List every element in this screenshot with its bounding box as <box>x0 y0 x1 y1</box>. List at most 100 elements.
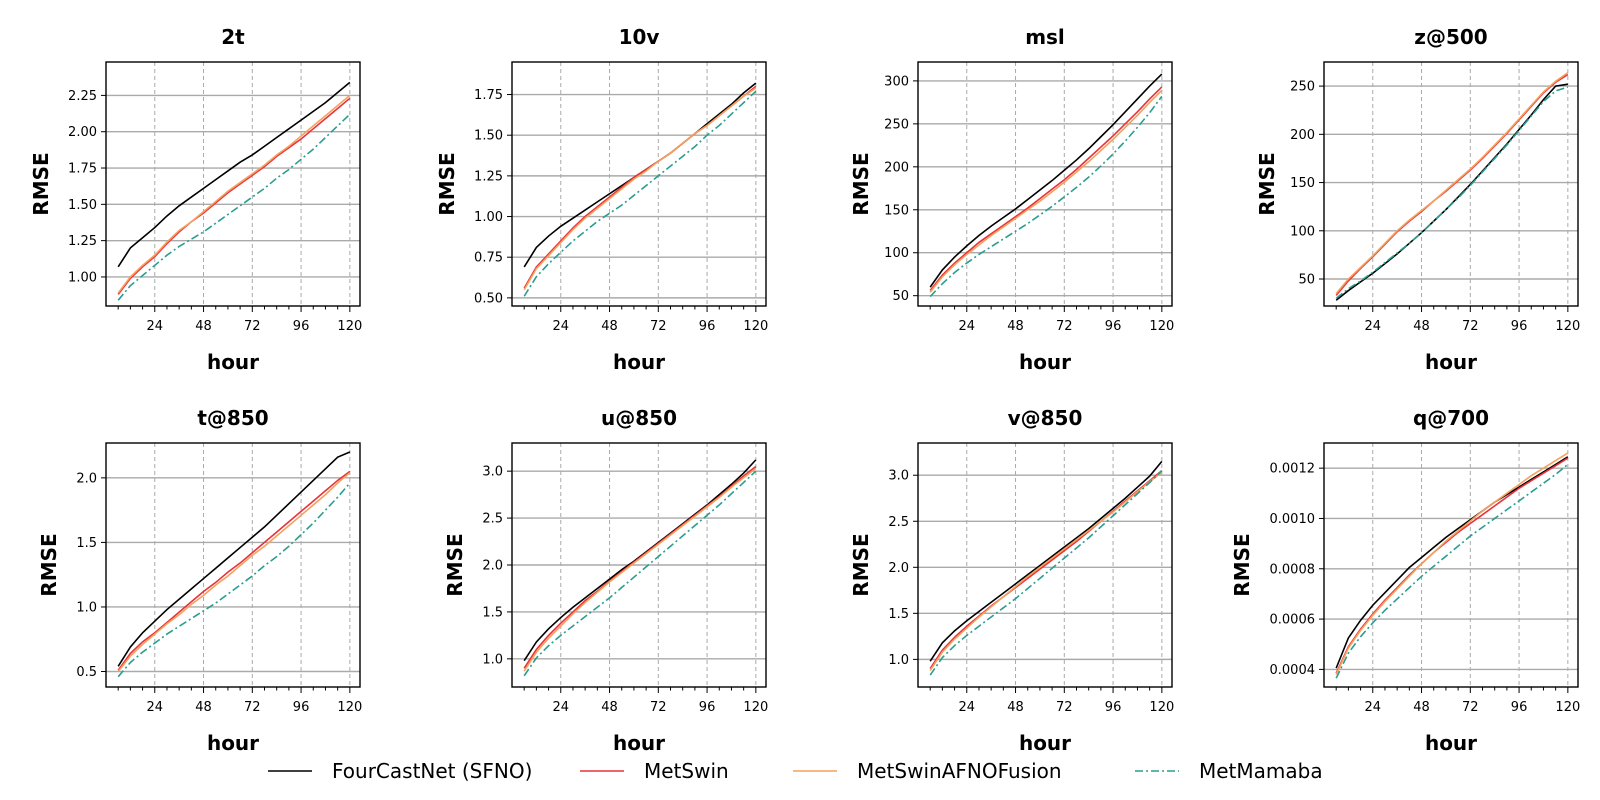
y-tick-label: 0.0004 <box>1270 663 1316 678</box>
panel-2t: 1.00 1.25 1.50 1.75 2.00 2.25 24 48 72 96 120 2t hou… <box>29 25 362 374</box>
panel-title: v@850 <box>1008 406 1083 430</box>
y-tick-label: 1.00 <box>474 210 503 225</box>
x-tick-label: 120 <box>1555 700 1580 715</box>
y-tick-label: 1.75 <box>474 88 503 103</box>
x-tick-label: 96 <box>1105 319 1122 334</box>
x-tick-label: 120 <box>337 700 362 715</box>
series-line-metswinafnofusion <box>929 471 1163 671</box>
x-tick-label: 48 <box>1007 319 1024 334</box>
y-tick-label: 1.25 <box>68 234 97 249</box>
y-axis-label: RMSE <box>29 152 53 215</box>
x-tick-label: 72 <box>1462 319 1479 334</box>
x-tick-label: 96 <box>699 319 716 334</box>
x-tick-label: 72 <box>650 319 667 334</box>
x-tick-label: 120 <box>743 319 768 334</box>
series-line-metswinafnofusion <box>1335 71 1569 294</box>
panel-q-at-700: 0.0004 0.0006 0.0008 0.0010 0.0012 24 48 72 96 12… <box>1230 406 1580 755</box>
y-tick-label: 1.5 <box>76 536 97 551</box>
legend-entry: MetSwin <box>580 759 729 783</box>
x-tick-label: 72 <box>650 700 667 715</box>
x-tick-label: 48 <box>1413 700 1430 715</box>
series-line-metswin <box>1335 457 1569 674</box>
legend-label: MetMamaba <box>1199 759 1323 783</box>
y-tick-label: 0.0008 <box>1270 562 1316 577</box>
series-line-metswinafnofusion <box>1335 452 1569 675</box>
x-tick-label: 96 <box>1105 700 1122 715</box>
panel-u-at-850: 1.0 1.5 2.0 2.5 3.0 24 48 72 96 120 u@850 hour RMSE <box>443 406 768 755</box>
x-tick-label: 96 <box>293 319 310 334</box>
panel-z-at-500: 50 100 150 200 250 24 48 72 96 120 z@500 hour RMSE <box>1255 25 1580 374</box>
legend-entry: MetMamaba <box>1135 759 1323 783</box>
x-axis-label: hour <box>1425 350 1477 374</box>
x-tick-label: 24 <box>1364 700 1381 715</box>
x-tick-label: 24 <box>146 319 163 334</box>
x-tick-label: 48 <box>601 700 618 715</box>
series-line-fourcastnet-sfno- <box>1335 456 1569 669</box>
x-tick-label: 24 <box>552 319 569 334</box>
x-tick-label: 96 <box>293 700 310 715</box>
series-line-metmamaba <box>117 113 351 301</box>
series-line-metswin <box>117 470 351 671</box>
y-axis-label: RMSE <box>443 533 467 596</box>
y-tick-label: 0.5 <box>76 665 97 680</box>
y-tick-label: 2.25 <box>68 89 97 104</box>
panel-title: z@500 <box>1414 25 1487 49</box>
y-tick-label: 1.50 <box>474 129 503 144</box>
y-tick-label: 1.25 <box>474 169 503 184</box>
y-axis-label: RMSE <box>1255 152 1279 215</box>
legend: FourCastNet (SFNO) MetSwin MetSwinAFNOFusi… <box>268 759 1323 783</box>
y-tick-label: 1.0 <box>482 652 503 667</box>
series-line-fourcastnet-sfno- <box>117 451 351 667</box>
y-tick-label: 2.00 <box>68 125 97 140</box>
series-line-metswinafnofusion <box>523 467 757 672</box>
panel-10v: 0.50 0.75 1.00 1.25 1.50 1.75 24 48 72 96 120 10v ho… <box>435 25 768 374</box>
x-tick-label: 24 <box>552 700 569 715</box>
x-axis-label: hour <box>613 731 665 755</box>
y-tick-label: 0.0006 <box>1270 613 1316 628</box>
y-tick-label: 50 <box>892 289 909 304</box>
x-tick-label: 24 <box>958 700 975 715</box>
y-tick-label: 300 <box>884 74 909 89</box>
y-tick-label: 1.5 <box>888 607 909 622</box>
y-tick-label: 150 <box>884 203 909 218</box>
y-tick-label: 0.0012 <box>1270 462 1316 477</box>
axes-frame <box>105 442 361 688</box>
x-tick-label: 48 <box>1007 700 1024 715</box>
series-line-fourcastnet-sfno- <box>1335 83 1568 301</box>
legend-entry: FourCastNet (SFNO) <box>268 759 532 783</box>
series-line-fourcastnet-sfno- <box>117 81 351 268</box>
x-tick-label: 48 <box>601 319 618 334</box>
x-tick-label: 72 <box>1462 700 1479 715</box>
panels-group: 1.00 1.25 1.50 1.75 2.00 2.25 24 48 72 96 120 2t hou… <box>29 25 1580 755</box>
series-line-metmamaba <box>523 90 757 297</box>
x-axis-label: hour <box>1019 350 1071 374</box>
y-tick-label: 1.5 <box>482 605 503 620</box>
y-tick-label: 150 <box>1290 176 1315 191</box>
panel-title: q@700 <box>1413 406 1489 430</box>
series-line-metswinafnofusion <box>929 89 1163 293</box>
x-tick-label: 24 <box>1364 319 1381 334</box>
x-axis-label: hour <box>613 350 665 374</box>
panel-v-at-850: 1.0 1.5 2.0 2.5 3.0 24 48 72 96 120 v@850 hour RMSE <box>849 406 1174 755</box>
axes-frame <box>1323 442 1579 688</box>
axes-frame <box>105 61 361 307</box>
y-axis-label: RMSE <box>37 533 61 596</box>
x-tick-label: 72 <box>1056 700 1073 715</box>
x-tick-label: 72 <box>244 319 261 334</box>
series-line-metmamaba <box>929 95 1163 298</box>
series-line-metmamaba <box>1335 86 1569 299</box>
legend-entry: MetSwinAFNOFusion <box>793 759 1062 783</box>
x-axis-label: hour <box>1425 731 1477 755</box>
x-tick-label: 96 <box>699 700 716 715</box>
x-axis-label: hour <box>207 350 259 374</box>
x-tick-label: 48 <box>195 319 212 334</box>
y-tick-label: 1.0 <box>888 653 909 668</box>
x-axis-label: hour <box>1019 731 1071 755</box>
panel-t-at-850: 0.5 1.0 1.5 2.0 24 48 72 96 120 t@850 hour RMSE <box>37 406 362 755</box>
x-tick-label: 72 <box>244 700 261 715</box>
y-tick-label: 2.0 <box>482 559 503 574</box>
x-tick-label: 48 <box>195 700 212 715</box>
legend-label: MetSwinAFNOFusion <box>857 759 1062 783</box>
y-tick-label: 100 <box>1290 224 1315 239</box>
